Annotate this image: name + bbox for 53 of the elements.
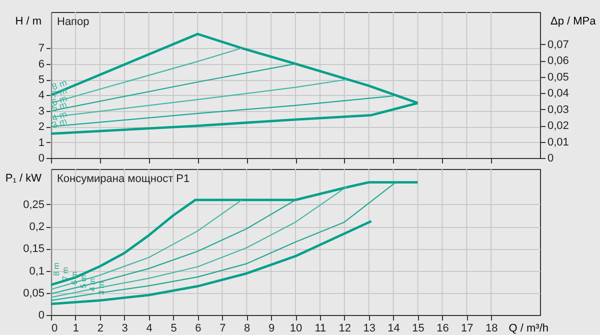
y2-tick-label: 0 xyxy=(548,152,554,164)
x-tick-label: 10 xyxy=(290,322,302,334)
y-tick-label: 0,2 xyxy=(29,221,44,234)
x-tick-label: 3 xyxy=(122,322,128,334)
y-tick-label: 0,05 xyxy=(23,287,44,300)
x-tick-label: 9 xyxy=(268,322,275,334)
chart-title: Консумирана мощност P1 xyxy=(57,173,190,185)
y-tick-label: 0,15 xyxy=(23,243,44,256)
y2-tick-label: 0,02 xyxy=(548,120,569,132)
y2-tick-label: 0,06 xyxy=(548,55,569,68)
y-tick-label: 0 xyxy=(38,152,44,164)
y-tick-label: 0,1 xyxy=(29,265,44,278)
x-tick-label: 7 xyxy=(220,322,226,334)
annotation: 5 m xyxy=(79,274,88,288)
x-tick-label: 12 xyxy=(338,322,352,334)
y-tick-label: 3 xyxy=(38,105,44,118)
y-tick-label: 2 xyxy=(38,121,44,134)
x-tick-label: 13 xyxy=(363,322,376,334)
y-tick-label: 7 xyxy=(38,42,44,55)
chart-title: Напор xyxy=(57,16,90,28)
y2-tick-label: 0,01 xyxy=(548,136,569,148)
y-tick-label: 5 xyxy=(38,74,44,86)
y-tick-label: 1 xyxy=(38,136,44,149)
x-tick-label: 4 xyxy=(146,322,152,334)
x-tick-label: 17 xyxy=(461,322,474,334)
y2-axis-title: Δp / MPa xyxy=(550,16,597,28)
x-tick-label: 1 xyxy=(72,322,80,334)
annotation: 7 m xyxy=(61,266,70,280)
x-tick-label: 18 xyxy=(485,322,498,334)
annotation: 3 m xyxy=(97,281,106,295)
y-axis-title: H / m xyxy=(15,16,42,28)
annotation: 4 m xyxy=(88,278,97,292)
y-tick-label: 0 xyxy=(38,310,44,322)
y2-tick-label: 0,03 xyxy=(548,104,569,116)
y2-tick-label: 0,07 xyxy=(548,38,569,51)
x-tick-label: 16 xyxy=(436,322,449,334)
x-tick-label: 11 xyxy=(314,322,326,334)
x-tick-label: 6 xyxy=(195,322,202,334)
annotation: 8 m xyxy=(52,262,61,276)
y-tick-label: 0,25 xyxy=(23,198,44,211)
y2-tick-label: 0,05 xyxy=(548,71,569,84)
annotation: 6 m xyxy=(70,271,79,285)
y-tick-label: 6 xyxy=(38,58,44,70)
x-tick-label: 0 xyxy=(52,322,58,334)
y-tick-label: 4 xyxy=(38,90,44,102)
x-tick-label: 15 xyxy=(412,322,424,334)
x-tick-label: 2 xyxy=(97,322,104,334)
x-tick-label: 14 xyxy=(388,322,400,334)
y-axis-title: P₁ / kW xyxy=(5,172,42,184)
x-tick-label: 5 xyxy=(170,322,177,334)
x-tick-label: 8 xyxy=(244,322,250,334)
x-axis-title: Q / m³/h xyxy=(508,322,548,334)
y2-tick-label: 0,04 xyxy=(548,88,569,100)
